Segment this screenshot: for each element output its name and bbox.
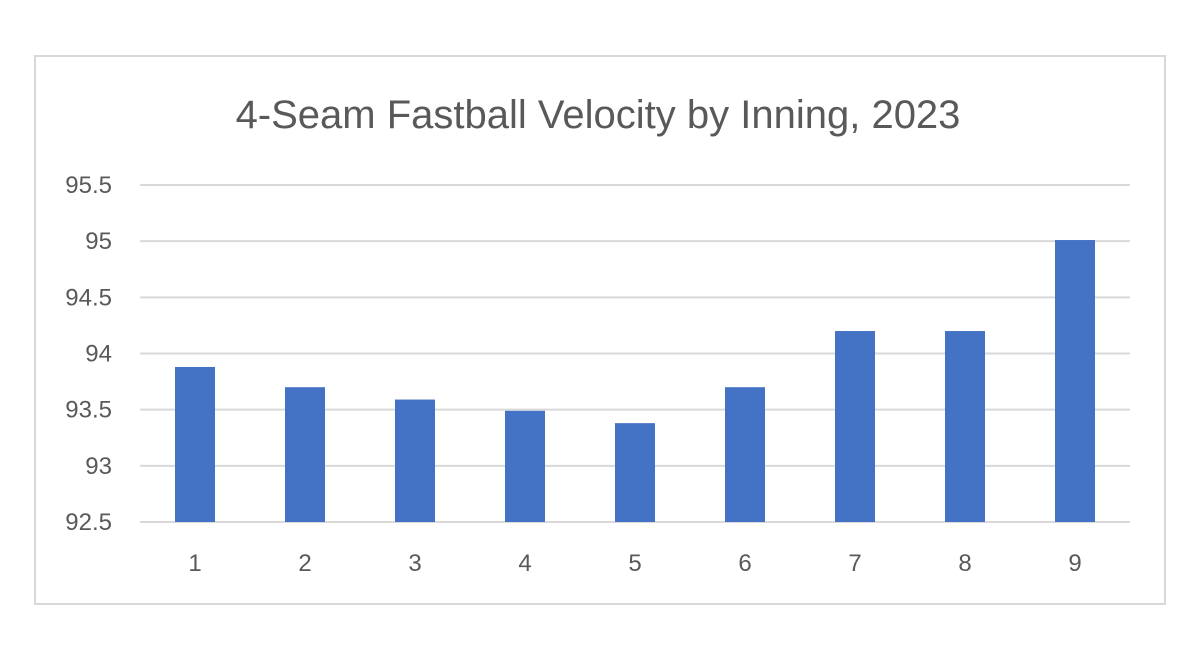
x-tick-label: 7 [848, 550, 861, 577]
bar-inning-4 [505, 410, 545, 522]
y-tick-label: 94 [85, 341, 112, 368]
bar-inning-6 [725, 387, 765, 522]
bar-inning-2 [285, 387, 325, 522]
bar-inning-3 [395, 399, 435, 522]
y-tick-label: 95.5 [65, 172, 112, 199]
x-tick-label: 1 [188, 550, 201, 577]
chart-title: 4-Seam Fastball Velocity by Inning, 2023 [236, 93, 961, 137]
y-tick-label: 95 [85, 228, 112, 255]
y-axis-ticks: 92.5 93 93.5 94 94.5 95 95.5 [65, 172, 112, 536]
y-tick-label: 94.5 [65, 284, 112, 311]
x-tick-label: 4 [518, 550, 531, 577]
x-tick-label: 6 [738, 550, 751, 577]
bar-inning-5 [615, 423, 655, 522]
x-axis-ticks: 1 2 3 4 5 6 7 8 9 [188, 550, 1081, 577]
x-tick-label: 8 [958, 550, 971, 577]
bar-inning-7 [835, 331, 875, 522]
y-tick-label: 92.5 [65, 509, 112, 536]
y-tick-label: 93.5 [65, 397, 112, 424]
bars [175, 240, 1095, 522]
x-tick-label: 9 [1068, 550, 1081, 577]
bar-inning-9 [1055, 240, 1095, 522]
x-tick-label: 3 [408, 550, 421, 577]
bar-inning-8 [945, 331, 985, 522]
x-tick-label: 2 [298, 550, 311, 577]
y-tick-label: 93 [85, 453, 112, 480]
bar-inning-1 [175, 366, 215, 522]
x-tick-label: 5 [628, 550, 641, 577]
